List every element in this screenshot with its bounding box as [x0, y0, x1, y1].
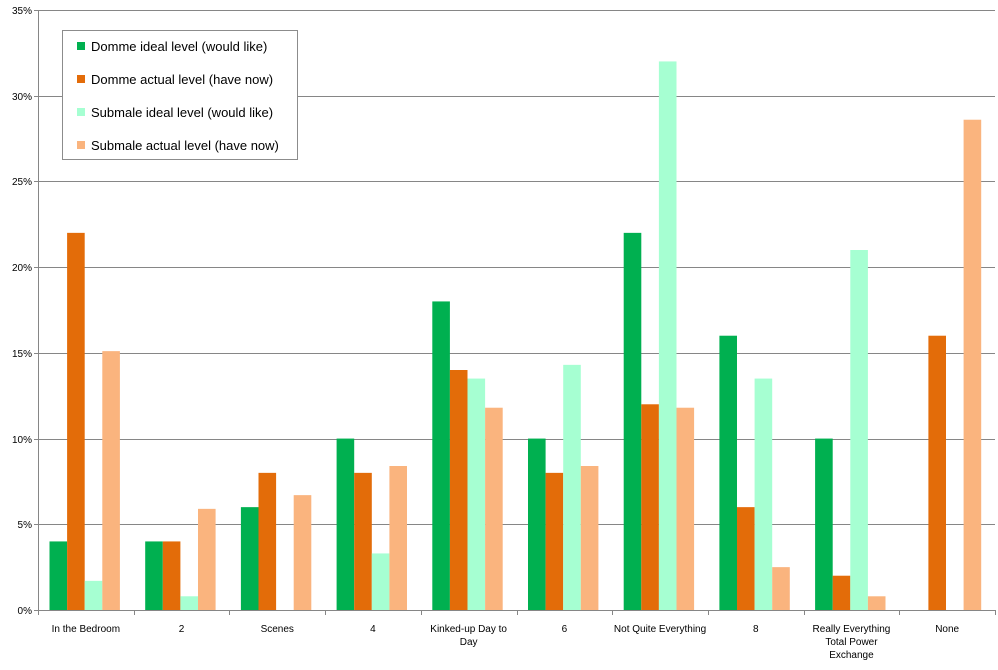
bar: [449, 370, 468, 610]
bar: [658, 61, 677, 610]
x-tick-label: Kinked-up Day to Day: [430, 624, 507, 648]
bar: [737, 507, 755, 610]
bar: [389, 466, 407, 610]
legend-swatch-domme-actual: [77, 75, 85, 83]
bar: [485, 407, 503, 610]
bar: [102, 351, 120, 610]
bar: [198, 508, 216, 610]
y-tick-label: 15%: [12, 349, 32, 360]
legend-label: Domme ideal level (would like): [91, 39, 268, 54]
bar: [371, 553, 390, 610]
y-tick-label: 10%: [12, 435, 32, 446]
x-tick-label: Not Quite Everything: [614, 624, 706, 635]
bar: [719, 335, 737, 610]
bar: [528, 438, 546, 610]
x-tick-label: 6: [562, 624, 568, 635]
bar: [467, 378, 486, 610]
legend-item-submale-ideal: Submale ideal level (would like): [77, 105, 273, 120]
y-tick-label: 30%: [12, 92, 32, 103]
bar: [832, 575, 851, 610]
bar: [815, 438, 833, 610]
bar: [49, 541, 68, 610]
x-tick-label: 8: [753, 624, 759, 635]
y-tick-label: 35%: [12, 6, 32, 17]
bar: [641, 404, 659, 610]
bar: [580, 466, 599, 610]
bars: [49, 61, 982, 610]
x-tick-label: Really Everything Total Power Exchange: [813, 624, 891, 661]
bar: [867, 596, 886, 610]
legend-label: Submale actual level (have now): [91, 138, 279, 153]
legend: Domme ideal level (would like) Domme act…: [62, 30, 298, 160]
x-tick-label: In the Bedroom: [52, 624, 120, 635]
bar: [145, 541, 163, 610]
axes: [34, 10, 996, 615]
bar: [754, 378, 773, 610]
bar: [676, 407, 695, 610]
y-tick-label: 5%: [18, 520, 33, 531]
y-tick-label: 0%: [18, 606, 33, 617]
bar: [258, 472, 277, 610]
x-tick-label: Scenes: [261, 624, 294, 635]
bar: [180, 596, 198, 610]
bar: [293, 495, 312, 610]
y-tick-label: 25%: [12, 177, 32, 188]
x-tick-label: None: [935, 624, 959, 635]
legend-label: Domme actual level (have now): [91, 72, 274, 87]
bar: [336, 438, 355, 610]
bar: [772, 567, 790, 610]
bar: [432, 301, 450, 610]
legend-swatch-submale-ideal: [77, 108, 85, 116]
bar: [963, 119, 982, 610]
legend-item-domme-ideal: Domme ideal level (would like): [77, 39, 267, 54]
legend-swatch-domme-ideal: [77, 42, 85, 50]
legend-item-domme-actual: Domme actual level (have now): [77, 72, 273, 87]
bar: [67, 232, 85, 610]
tick-labels: 0% 5% 10% 15% 20% 25% 30% 35% In the Bedroom 2 Sce…: [12, 6, 960, 661]
legend-item-submale-actual: Submale actual level (have now): [77, 138, 279, 153]
bar: [928, 335, 946, 610]
legend-label: Submale ideal level (would like): [91, 105, 274, 120]
bar: [354, 472, 372, 610]
bar: [545, 472, 564, 610]
bar: [563, 364, 581, 610]
x-tick-label: 4: [370, 624, 376, 635]
x-tick-label: 2: [179, 624, 185, 635]
bar: [162, 541, 181, 610]
bar: [850, 250, 868, 610]
bar: [84, 580, 103, 610]
bar: [623, 232, 642, 610]
bar: [240, 507, 259, 610]
y-tick-label: 20%: [12, 263, 32, 274]
legend-swatch-submale-actual: [77, 141, 85, 149]
